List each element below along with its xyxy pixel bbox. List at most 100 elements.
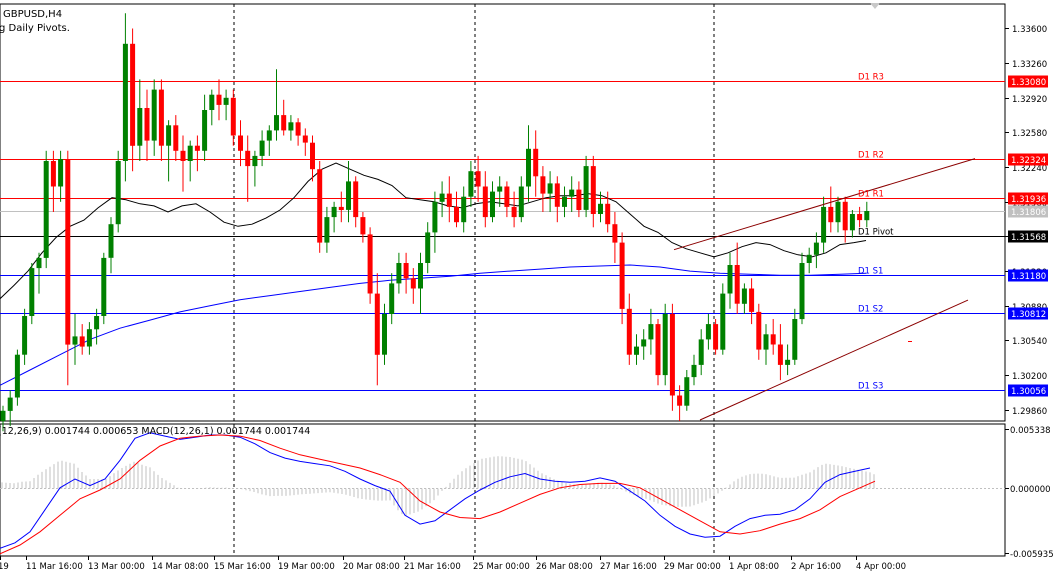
candle[interactable] bbox=[677, 385, 683, 421]
candle[interactable] bbox=[504, 181, 510, 218]
candle[interactable] bbox=[58, 150, 64, 202]
candle[interactable] bbox=[598, 191, 603, 223]
candle[interactable] bbox=[317, 161, 323, 253]
candle[interactable] bbox=[547, 171, 553, 212]
candle[interactable] bbox=[302, 128, 308, 156]
candle[interactable] bbox=[734, 242, 740, 314]
candle[interactable] bbox=[245, 135, 251, 202]
candle[interactable] bbox=[713, 319, 719, 355]
candle[interactable] bbox=[619, 232, 625, 325]
candle[interactable] bbox=[857, 206, 863, 228]
candle[interactable] bbox=[338, 191, 344, 223]
candle[interactable] bbox=[626, 293, 632, 365]
candle[interactable] bbox=[612, 212, 618, 263]
candle[interactable] bbox=[14, 349, 20, 406]
candle[interactable] bbox=[727, 252, 733, 309]
candle[interactable] bbox=[554, 176, 560, 223]
candle[interactable] bbox=[137, 79, 143, 161]
candle[interactable] bbox=[475, 155, 481, 202]
candle[interactable] bbox=[382, 303, 387, 365]
candle[interactable] bbox=[468, 161, 474, 207]
candle[interactable] bbox=[691, 354, 697, 386]
candle[interactable] bbox=[454, 191, 459, 228]
candle[interactable] bbox=[684, 370, 690, 411]
chart-shift-marker-icon[interactable] bbox=[870, 3, 880, 9]
candle[interactable] bbox=[223, 89, 229, 121]
candle[interactable] bbox=[511, 191, 517, 228]
candle[interactable] bbox=[144, 89, 150, 161]
candle[interactable] bbox=[187, 140, 193, 182]
candle[interactable] bbox=[705, 313, 711, 350]
candle[interactable] bbox=[353, 176, 359, 228]
candle[interactable] bbox=[432, 191, 438, 253]
candle[interactable] bbox=[763, 324, 769, 365]
candle[interactable] bbox=[180, 135, 186, 192]
candle[interactable] bbox=[576, 181, 582, 218]
candle[interactable] bbox=[497, 176, 503, 207]
candle[interactable] bbox=[425, 222, 431, 274]
candle[interactable] bbox=[310, 135, 315, 182]
candle[interactable] bbox=[821, 196, 827, 253]
candle[interactable] bbox=[86, 322, 92, 355]
candle[interactable] bbox=[792, 308, 798, 365]
candle[interactable] bbox=[65, 150, 71, 386]
candle[interactable] bbox=[389, 273, 395, 325]
candle[interactable] bbox=[7, 390, 13, 427]
candle[interactable] bbox=[569, 176, 575, 212]
candle[interactable] bbox=[79, 324, 85, 355]
candle[interactable] bbox=[662, 303, 668, 386]
candle[interactable] bbox=[562, 186, 567, 218]
candle[interactable] bbox=[122, 13, 128, 182]
candle[interactable] bbox=[101, 252, 107, 325]
candle[interactable] bbox=[806, 247, 812, 274]
candle[interactable] bbox=[367, 227, 373, 304]
candle[interactable] bbox=[36, 252, 42, 294]
candle[interactable] bbox=[43, 150, 49, 269]
candle[interactable] bbox=[835, 196, 841, 233]
candle[interactable] bbox=[216, 79, 222, 121]
candle[interactable] bbox=[439, 181, 445, 218]
candle[interactable] bbox=[324, 206, 330, 253]
candle[interactable] bbox=[295, 118, 301, 146]
candle[interactable] bbox=[698, 329, 704, 376]
candle[interactable] bbox=[158, 79, 164, 161]
candle[interactable] bbox=[151, 79, 157, 156]
candle[interactable] bbox=[396, 252, 402, 294]
candle[interactable] bbox=[634, 334, 639, 365]
candle[interactable] bbox=[22, 308, 28, 365]
candle[interactable] bbox=[669, 303, 675, 411]
candle[interactable] bbox=[655, 319, 661, 386]
candle[interactable] bbox=[108, 217, 114, 274]
candle[interactable] bbox=[518, 176, 524, 223]
candle[interactable] bbox=[590, 155, 596, 228]
candle[interactable] bbox=[849, 210, 855, 238]
candle[interactable] bbox=[540, 166, 546, 212]
candle[interactable] bbox=[828, 186, 834, 233]
candle[interactable] bbox=[461, 186, 467, 233]
candle[interactable] bbox=[50, 150, 56, 212]
candle[interactable] bbox=[252, 150, 258, 187]
candle[interactable] bbox=[266, 125, 272, 156]
candle[interactable] bbox=[130, 28, 136, 172]
candle[interactable] bbox=[583, 155, 589, 218]
candle[interactable] bbox=[749, 278, 755, 325]
candle[interactable] bbox=[482, 171, 488, 228]
candle[interactable] bbox=[648, 308, 654, 355]
candle[interactable] bbox=[288, 115, 294, 141]
candle[interactable] bbox=[94, 308, 100, 345]
candle[interactable] bbox=[490, 181, 495, 223]
candle[interactable] bbox=[29, 263, 35, 325]
candle[interactable] bbox=[209, 89, 215, 126]
candle[interactable] bbox=[202, 94, 208, 161]
candle[interactable] bbox=[605, 191, 611, 233]
candle[interactable] bbox=[418, 252, 423, 314]
candle[interactable] bbox=[374, 273, 380, 386]
candle[interactable] bbox=[813, 232, 819, 269]
candle[interactable] bbox=[799, 252, 805, 325]
trendline[interactable] bbox=[673, 158, 976, 251]
candle[interactable] bbox=[173, 115, 179, 161]
candle[interactable] bbox=[281, 99, 287, 136]
candle[interactable] bbox=[360, 212, 366, 243]
candle[interactable] bbox=[641, 329, 647, 360]
